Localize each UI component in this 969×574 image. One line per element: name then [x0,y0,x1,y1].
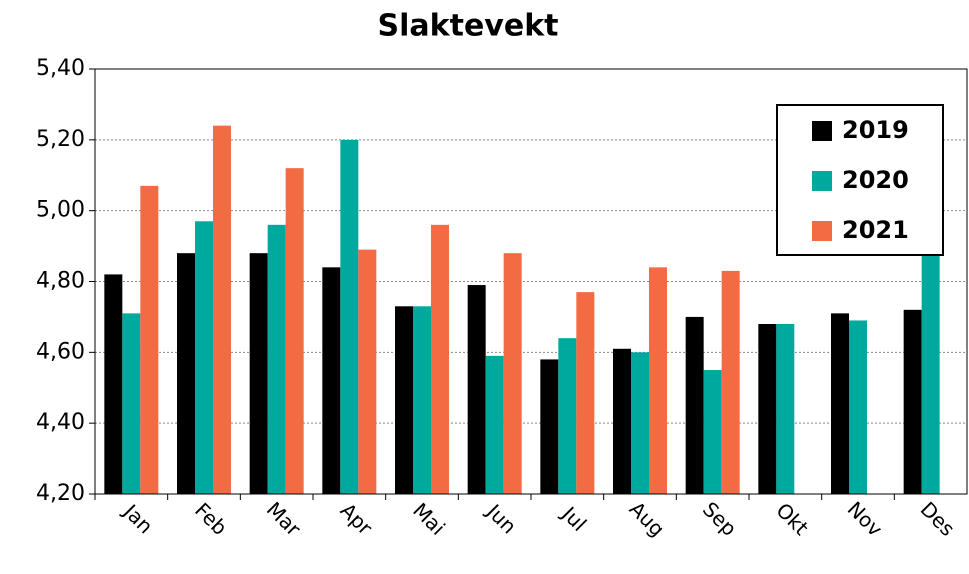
bar [776,324,795,494]
bar [685,316,704,494]
bar [140,185,159,494]
y-tick-label: 4,20 [36,481,85,506]
bar [467,285,486,494]
bar [122,313,141,494]
bar [576,292,595,494]
bar [358,249,377,494]
bar [903,309,922,494]
legend-swatch [812,221,832,241]
plot-frame [94,68,968,495]
x-tick-label: Mar [262,497,306,541]
bar [177,253,195,494]
x-tick-label: Okt [771,498,813,540]
bar [649,267,667,494]
bar [322,267,341,494]
legend-label: 2019 [842,116,909,144]
bar [831,313,849,494]
x-tick-label: Feb [190,498,232,540]
legend-label: 2020 [842,166,909,194]
bar [104,274,123,494]
y-tick-label: 5,00 [36,198,85,223]
y-tick-label: 4,40 [36,410,85,435]
y-tick-label: 5,40 [36,56,85,81]
bar [285,168,304,494]
chart-title: Slaktevekt [378,9,559,44]
x-tick-label: Mai [408,498,450,540]
bar [413,306,431,494]
bar [613,348,631,494]
x-tick-label: Sep [698,497,742,541]
bar [849,320,867,494]
bar [340,139,359,495]
bar [195,221,213,494]
bar [213,125,231,495]
legend-label: 2021 [842,216,909,244]
y-tick-label: 4,80 [36,269,85,294]
bar [758,324,777,494]
y-tick-label: 4,60 [36,339,85,364]
bar [558,338,577,494]
bar [721,270,740,494]
bar [395,306,413,494]
bar [485,355,504,494]
bar [703,370,722,494]
x-tick-label: Nov [843,497,888,542]
legend-swatch [812,121,832,141]
legend-swatch [812,171,832,191]
y-tick-label: 5,20 [36,127,85,152]
bar [503,253,522,494]
bar [431,224,449,495]
x-tick-label: Des [916,497,960,541]
legend: 2019 2020 2021 [776,104,944,256]
x-tick-label: Jun [481,498,521,538]
bar [540,359,559,494]
bar [631,352,649,494]
bar [249,253,268,494]
x-tick-label: Jan [118,498,158,538]
x-tick-label: Aug [625,497,670,542]
x-tick-label: Jul [556,501,591,536]
legend-box [776,104,944,256]
bar [267,224,286,495]
x-tick-label: Apr [336,498,378,540]
bar [921,246,940,494]
